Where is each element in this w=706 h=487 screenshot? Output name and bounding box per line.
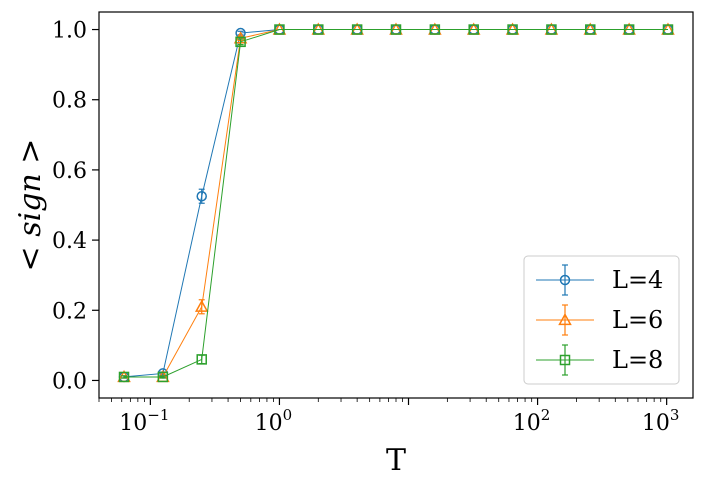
y-axis-label: < sign > xyxy=(13,139,48,272)
x-tick-label: 100 xyxy=(255,406,293,436)
data-point xyxy=(429,24,441,35)
x-tick-label: 10−1 xyxy=(119,406,169,436)
legend-marker xyxy=(559,354,571,366)
data-point xyxy=(235,36,246,48)
legend-box xyxy=(523,255,680,385)
data-point xyxy=(546,24,557,35)
x-axis: 10−1 100 102 103 xyxy=(98,398,680,436)
legend-marker xyxy=(559,274,571,286)
data-point xyxy=(468,24,479,35)
y-tick-label: 0.4 xyxy=(52,229,87,254)
legend-label: L=4 xyxy=(612,266,663,294)
data-point xyxy=(351,24,363,35)
data-point xyxy=(623,24,635,35)
data-point xyxy=(507,24,518,35)
data-point xyxy=(585,24,596,35)
data-point xyxy=(274,24,285,35)
data-point xyxy=(194,299,209,312)
y-tick-label: 1.0 xyxy=(52,19,87,44)
y-tick-label: 0.0 xyxy=(52,369,87,394)
x-tick-label: 102 xyxy=(513,406,551,436)
legend: L=4 L=6 L=8 xyxy=(523,255,680,385)
data-point xyxy=(313,24,324,35)
legend-marker xyxy=(558,312,572,326)
y-tick-label: 0.2 xyxy=(52,299,87,324)
y-tick-label: 0.8 xyxy=(52,89,87,114)
data-point xyxy=(662,24,674,35)
data-point xyxy=(196,354,207,365)
data-point xyxy=(118,371,130,383)
legend-label: L=8 xyxy=(612,346,663,374)
data-point xyxy=(157,371,169,383)
series-line xyxy=(124,29,668,378)
legend-label: L=6 xyxy=(612,306,663,334)
y-tick-label: 0.6 xyxy=(52,159,87,184)
series-layer xyxy=(117,22,675,383)
series-L=8 xyxy=(118,24,674,383)
y-axis: 0.0 0.2 0.4 0.6 0.8 1.0 xyxy=(52,19,99,394)
data-point xyxy=(196,190,207,202)
x-tick-label: 103 xyxy=(642,406,680,436)
data-point xyxy=(390,24,402,35)
x-axis-label: T xyxy=(386,443,406,478)
